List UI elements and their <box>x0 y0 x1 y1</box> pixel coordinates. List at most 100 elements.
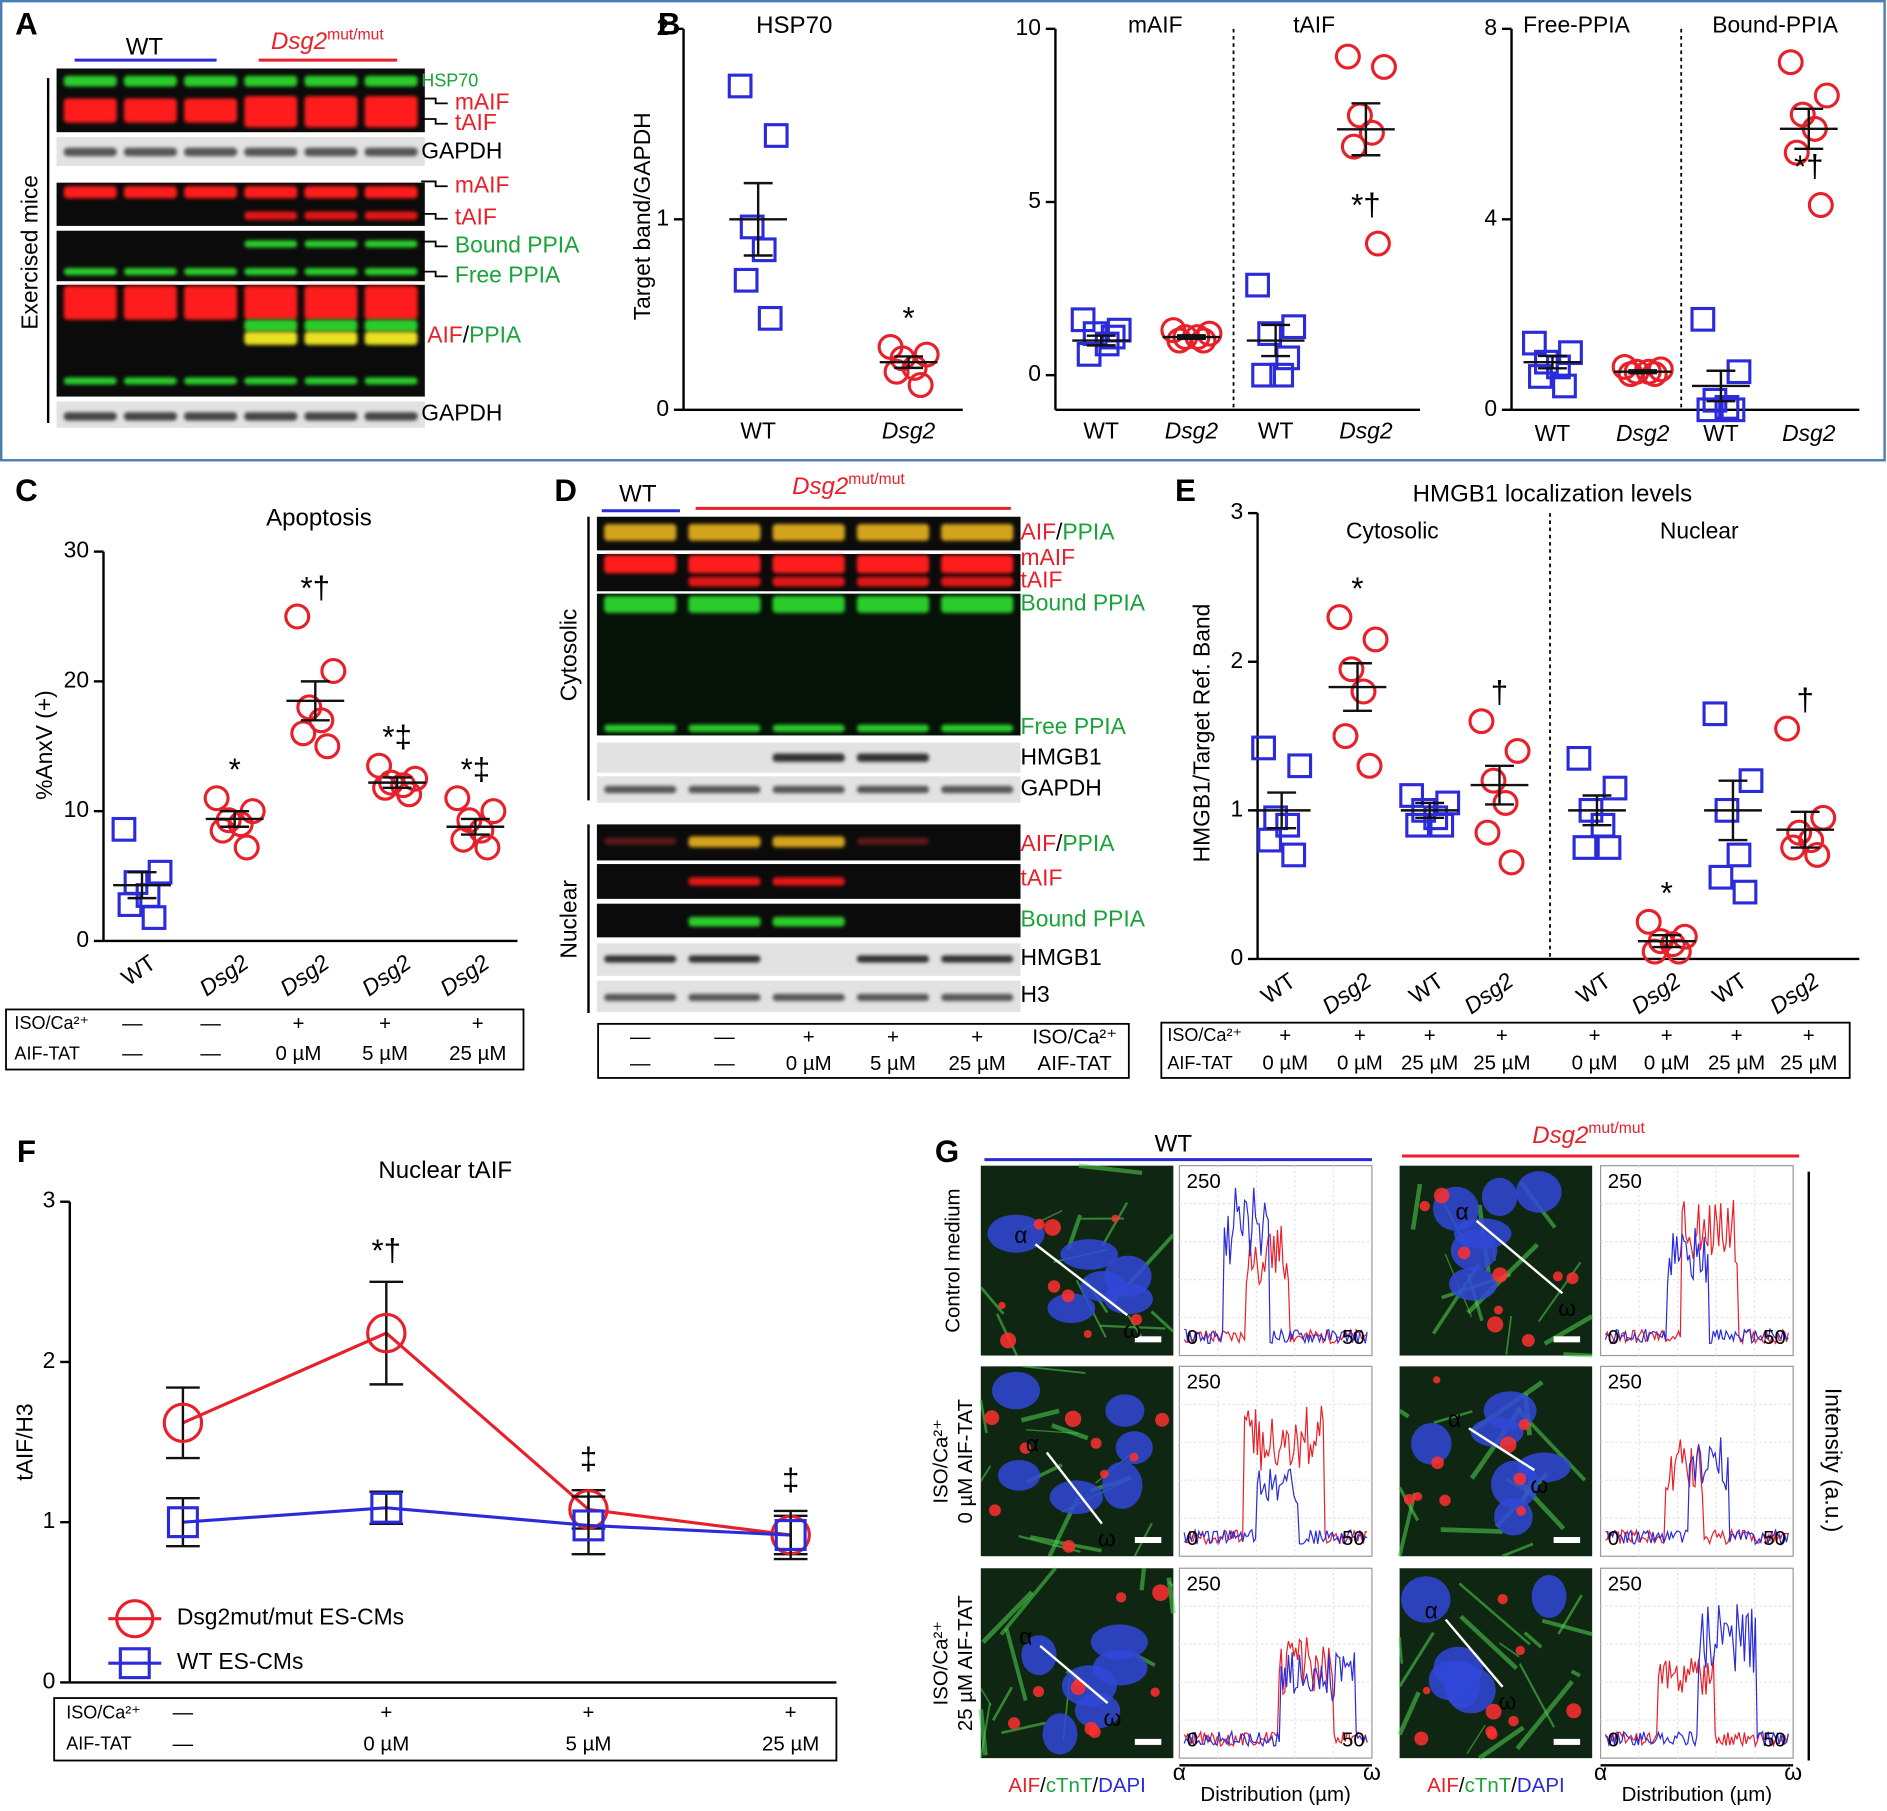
fiber <box>1410 1183 1423 1230</box>
data-point <box>1358 119 1385 146</box>
blot-band <box>941 955 1014 963</box>
label-part: DAPI <box>1098 1774 1146 1797</box>
band-label: HSP70 <box>421 70 478 90</box>
data-point <box>203 785 230 812</box>
condition-value: + <box>1424 1024 1436 1047</box>
aif-spot <box>998 1301 1006 1310</box>
fiber <box>1433 1410 1473 1424</box>
blot-strip <box>56 68 425 133</box>
annotation: ‡ <box>782 1462 799 1497</box>
condition-value: 25 µM <box>1780 1052 1837 1075</box>
panel-letter: D <box>554 473 577 508</box>
omega-axis-label: ω <box>1363 1759 1381 1785</box>
y-axis-label: tAIF/H3 <box>11 1403 37 1480</box>
y-tick-label: 20 <box>64 666 89 692</box>
blot-band <box>364 186 418 199</box>
fiber <box>1523 1631 1543 1649</box>
profile-tick: 50 <box>1342 1527 1365 1550</box>
nucleus <box>1401 1576 1451 1623</box>
omega-label: ω <box>1498 1689 1516 1715</box>
data-point <box>1281 314 1307 340</box>
aif-spot <box>1062 1539 1076 1553</box>
blot-band <box>604 596 677 613</box>
x-tick-label: WT <box>1571 967 1615 1009</box>
wt-label: WT <box>126 33 164 60</box>
x-tick-label: Dsg2 <box>1627 967 1686 1019</box>
blot-band <box>856 724 930 732</box>
fiber <box>1398 1631 1435 1688</box>
y-tick-label: 2 <box>43 1347 56 1373</box>
fiber <box>1543 1314 1594 1346</box>
data-point <box>1702 701 1728 727</box>
blot-band <box>123 286 177 320</box>
nucleus <box>1021 1635 1057 1676</box>
annotation: * <box>1661 876 1673 911</box>
data-point <box>366 752 393 779</box>
blot-band <box>304 240 358 248</box>
intensity-trace <box>1183 1637 1368 1748</box>
data-point <box>320 658 347 684</box>
blot-band <box>364 377 418 385</box>
fiber <box>1167 1581 1175 1588</box>
y-tick-label: 0 <box>656 395 669 421</box>
alpha-label: α <box>1019 1624 1032 1650</box>
data-point <box>1720 397 1746 423</box>
series-line <box>182 1506 791 1537</box>
label-part: HSP70 <box>421 70 478 90</box>
nucleus <box>1531 1574 1567 1618</box>
condition-value: 5 µM <box>566 1732 612 1755</box>
data-point <box>1364 230 1391 257</box>
aif-spot <box>1033 1218 1045 1230</box>
profile-tick: 0 <box>1608 1527 1619 1550</box>
label-part: GAPDH <box>1021 775 1102 801</box>
annotation: *† <box>301 570 331 605</box>
profile-tick: 50 <box>1763 1527 1786 1550</box>
data-point <box>1789 101 1816 128</box>
aif-spot <box>1088 1725 1101 1738</box>
blot-band <box>244 267 298 276</box>
x-tick-label: Dsg2 <box>194 949 253 1001</box>
data-point <box>450 826 477 853</box>
y-tick-label: 0 <box>1484 395 1497 421</box>
data-point <box>1807 192 1834 219</box>
data-point <box>1356 752 1383 779</box>
condition-value: + <box>1496 1024 1508 1047</box>
data-point <box>370 1491 403 1524</box>
subtitle: Free-PPIA <box>1523 11 1630 37</box>
condition-value: 0 µM <box>1572 1052 1618 1075</box>
aif-spot <box>1130 1314 1143 1326</box>
blot-band <box>941 724 1014 732</box>
label-part: Bound PPIA <box>455 231 580 257</box>
allele: mut/mut <box>848 471 905 488</box>
data-point <box>366 1312 407 1354</box>
fiber <box>1150 1310 1175 1333</box>
band-label: HMGB1 <box>1021 944 1102 970</box>
blot-band <box>364 147 418 157</box>
data-point <box>1338 656 1365 683</box>
blot-band <box>184 412 238 421</box>
chart-title: Nuclear tAIF <box>378 1157 512 1184</box>
blot-band <box>688 955 761 963</box>
blot-band <box>364 331 418 345</box>
legend-marker <box>118 1647 151 1680</box>
fiber <box>979 1286 1005 1315</box>
fiber <box>1398 1637 1404 1664</box>
data-point <box>162 1402 204 1444</box>
blot-band <box>244 331 298 345</box>
blot-band <box>688 523 761 541</box>
data-point <box>751 237 777 263</box>
nucleus <box>1047 1293 1096 1323</box>
y-tick-label: 1 <box>656 204 669 230</box>
blot-band <box>604 993 677 1002</box>
blot-band <box>123 98 177 123</box>
fiber <box>1022 1365 1086 1374</box>
band-label: GAPDH <box>1021 775 1102 801</box>
blot-band <box>941 993 1014 1002</box>
omega-label: ω <box>1530 1472 1548 1498</box>
aif-spot <box>1515 1645 1525 1656</box>
y-tick-label: 0 <box>76 926 89 952</box>
blot-band <box>184 267 238 276</box>
fiber <box>979 1703 991 1759</box>
data-point <box>1076 342 1102 367</box>
stain-label: AIF/cTnT/DAPI <box>1427 1774 1565 1797</box>
